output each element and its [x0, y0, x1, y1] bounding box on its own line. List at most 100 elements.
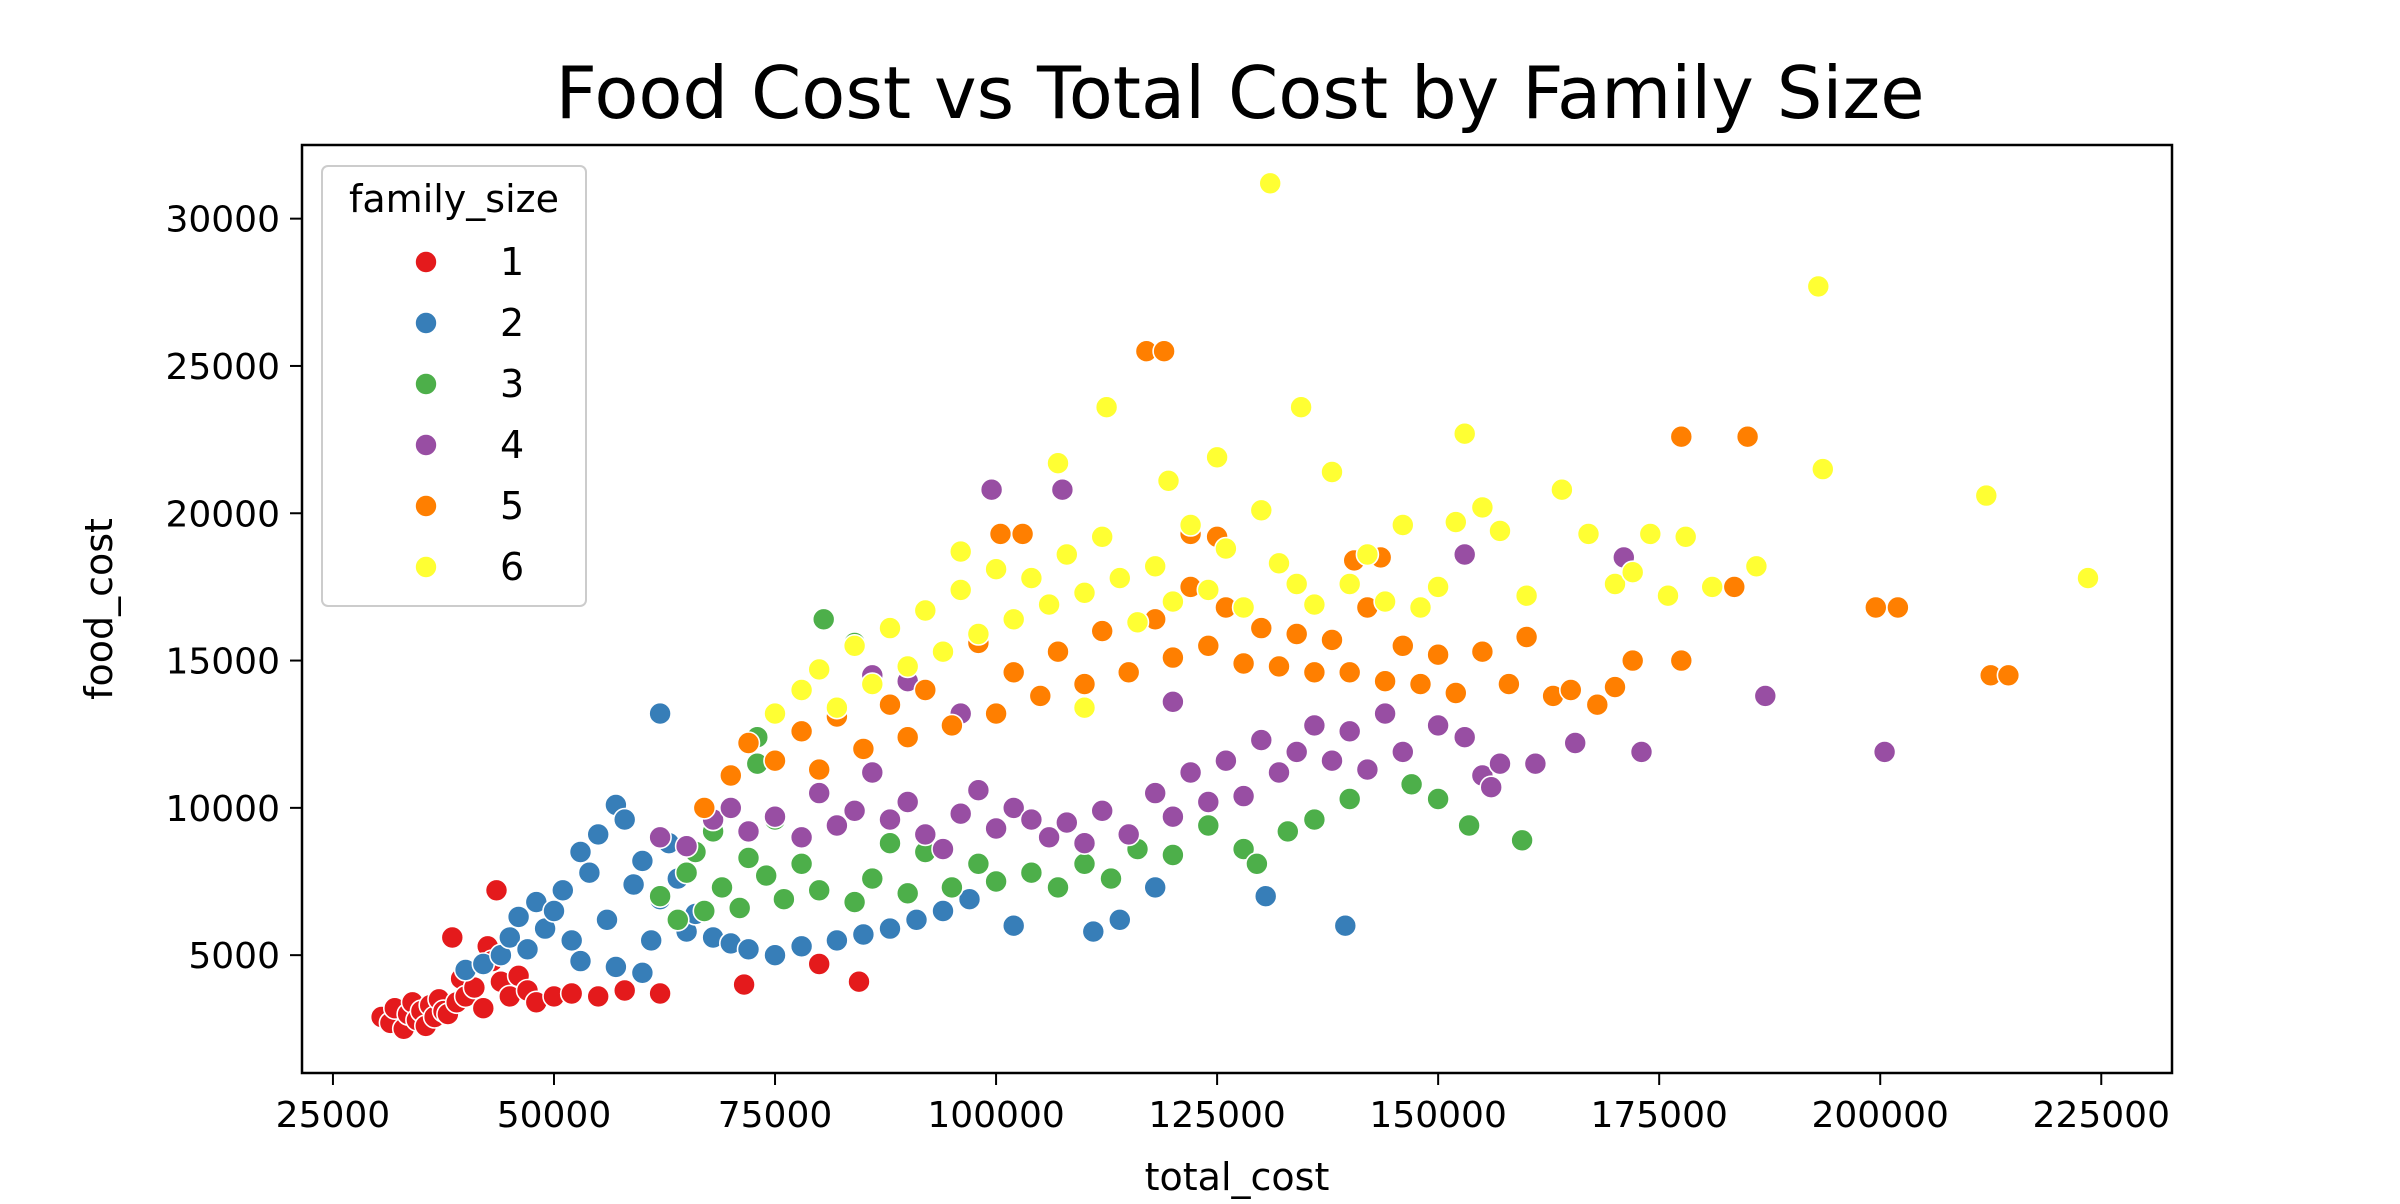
point-2-38: [1081, 919, 1106, 944]
point-6-33: [1355, 542, 1380, 567]
point-5-23: [1196, 633, 1221, 658]
point-6-22: [1161, 589, 1185, 614]
x-axis-ticks: 25000 50000 75000 100000 125000 150000 175000 2…: [276, 1073, 2170, 1136]
legend-box: [321, 165, 587, 607]
point-4-12: [895, 790, 920, 814]
point-4-17: [984, 816, 1008, 841]
point-4-19: [1019, 807, 1044, 832]
point-5-0: [692, 796, 717, 820]
point-3-28: [1099, 866, 1123, 891]
point-6-5: [860, 672, 885, 696]
point-2-28: [763, 943, 787, 968]
point-6-20: [1125, 610, 1150, 635]
point-4-0: [648, 825, 672, 850]
point-2-37: [1001, 913, 1026, 938]
point-5-38: [1470, 639, 1495, 664]
legend-title: family_size: [349, 177, 559, 221]
point-4-20: [1037, 825, 1061, 850]
point-2-44: [604, 955, 628, 979]
point-6-26: [1231, 595, 1256, 620]
point-6-41: [1514, 583, 1539, 608]
point-2-39: [1108, 907, 1132, 932]
point-4-46: [1629, 740, 1654, 764]
point-4-30: [1231, 784, 1256, 808]
legend-marker-5: [414, 494, 438, 518]
point-2-30: [825, 928, 849, 953]
point-6-13: [1001, 607, 1026, 632]
point-4-24: [1116, 822, 1141, 847]
point-6-28: [1267, 551, 1291, 576]
point-5-27: [1267, 654, 1291, 679]
point-3-24: [984, 869, 1008, 894]
point-4-31: [1249, 728, 1274, 752]
point-4-32: [1267, 760, 1291, 785]
point-5-57: [988, 522, 1013, 546]
point-5-52: [1886, 595, 1910, 620]
point-5-4: [789, 719, 814, 744]
point-1-30: [648, 981, 672, 1006]
point-2-33: [904, 907, 929, 932]
point-6-48: [1673, 524, 1698, 549]
point-6-49: [1700, 575, 1724, 599]
point-6-36: [1408, 595, 1433, 620]
point-5-9: [895, 725, 920, 750]
point-3-27: [1072, 851, 1097, 876]
point-6-62: [948, 539, 973, 564]
point-5-18: [1090, 619, 1114, 643]
series-1: [369, 878, 871, 1041]
point-6-2: [807, 657, 832, 682]
point-5-33: [1373, 669, 1397, 694]
point-4-49: [1452, 542, 1477, 567]
point-3-35: [1302, 807, 1327, 832]
point-3-2: [674, 860, 699, 885]
point-6-47: [1656, 583, 1680, 608]
point-4-15: [948, 801, 973, 826]
point-5-7: [851, 737, 876, 761]
point-4-6: [789, 825, 814, 850]
point-2-12: [577, 860, 602, 885]
legend-label-1: 1: [500, 240, 524, 284]
y-tick-label-2: 15000: [165, 642, 280, 683]
point-3-25: [1019, 860, 1044, 885]
point-3-19: [878, 831, 902, 856]
point-4-45: [1563, 731, 1587, 755]
point-6-14: [1019, 566, 1044, 590]
point-4-27: [1178, 760, 1203, 785]
point-3-30: [1161, 843, 1185, 867]
point-2-3: [497, 925, 522, 950]
point-6-44: [1603, 572, 1627, 596]
point-6-63: [1072, 695, 1097, 720]
point-1-27: [559, 981, 584, 1006]
point-6-18: [1090, 524, 1114, 549]
point-4-40: [1426, 713, 1450, 738]
point-5-15: [1028, 684, 1053, 708]
point-3-37: [1399, 772, 1424, 797]
point-6-42: [1550, 477, 1574, 502]
point-6-61: [1205, 445, 1229, 470]
point-6-51: [1811, 457, 1835, 481]
point-6-23: [1178, 513, 1203, 537]
point-3-4: [692, 899, 717, 923]
point-6-56: [1094, 395, 1119, 420]
point-5-26: [1249, 616, 1274, 640]
point-3-41: [811, 607, 836, 632]
point-5-34: [1391, 633, 1415, 658]
point-5-56: [1152, 339, 1176, 364]
chart-title: Food Cost vs Total Cost by Family Size: [555, 51, 1924, 135]
legend-label-2: 2: [500, 301, 524, 345]
x-tick-label-4: 125000: [1148, 1095, 1285, 1136]
legend-label-6: 6: [500, 545, 524, 589]
point-6-21: [1143, 554, 1167, 579]
point-6-39: [1470, 495, 1495, 520]
legend-marker-6: [414, 555, 438, 579]
point-4-14: [931, 837, 955, 861]
point-4-26: [1161, 804, 1185, 829]
point-1-29: [612, 978, 637, 1003]
point-2-43: [568, 949, 593, 973]
point-6-32: [1337, 572, 1362, 596]
point-3-34: [1276, 819, 1300, 844]
point-5-16: [1046, 639, 1070, 664]
point-6-17: [1072, 580, 1097, 605]
point-3-40: [1510, 828, 1534, 853]
point-4-21: [1055, 810, 1079, 835]
